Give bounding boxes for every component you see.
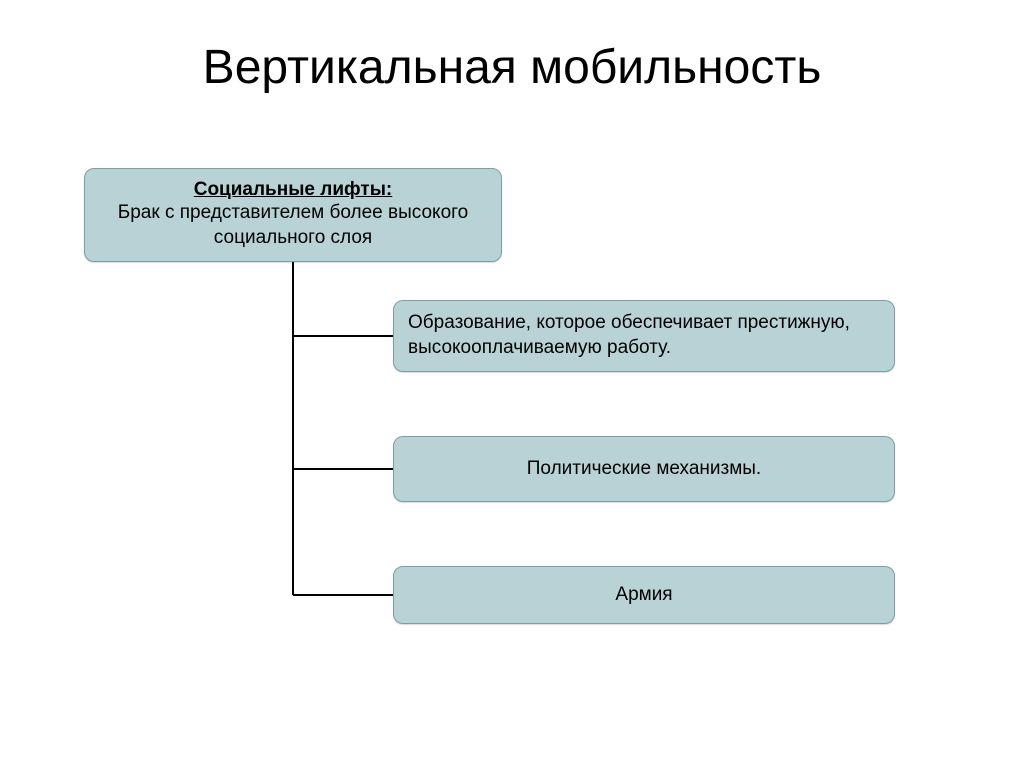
connector-lines [0,0,1024,767]
root-subtext: Брак с представителем более высокого соц… [99,201,487,250]
child-text: Образование, которое обеспечивает прести… [408,311,880,360]
child-node-education: Образование, которое обеспечивает прести… [393,300,895,372]
slide-title: Вертикальная мобильность [0,40,1024,95]
slide: Вертикальная мобильность Социальные лифт… [0,0,1024,767]
child-text: Армия [408,583,880,608]
child-node-politics: Политические механизмы. [393,436,895,502]
child-node-army: Армия [393,566,895,624]
root-node: Социальные лифты: Брак с представителем … [84,168,502,262]
root-heading: Социальные лифты: [99,179,487,201]
child-text: Политические механизмы. [408,457,880,482]
